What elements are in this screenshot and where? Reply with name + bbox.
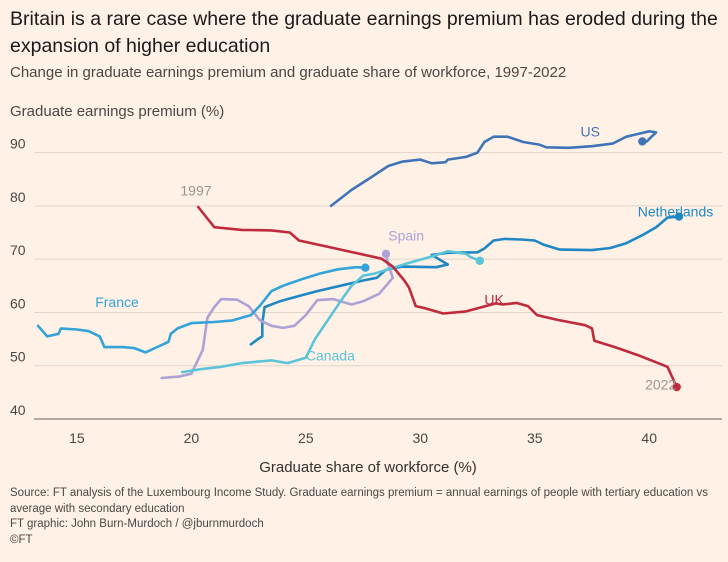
x-tick-label-30: 30 — [413, 430, 429, 446]
annotation-2022: 2022 — [645, 377, 676, 393]
series-end-marker-uk — [672, 382, 681, 392]
series-end-marker-netherlands — [674, 212, 684, 221]
series-label-spain: Spain — [388, 228, 424, 244]
y-tick-label-80: 80 — [10, 189, 26, 205]
y-tick-label-90: 90 — [10, 136, 26, 152]
x-axis-label: Graduate share of workforce (%) — [259, 459, 477, 476]
x-tick-label-20: 20 — [184, 430, 200, 446]
series-end-marker-canada — [475, 256, 485, 265]
series-line-uk — [196, 205, 678, 389]
chart-title: Britain is a rare case where the graduat… — [10, 8, 718, 57]
x-tick-label-25: 25 — [298, 430, 314, 446]
grid-layer — [34, 152, 722, 420]
series-label-canada: Canada — [306, 347, 355, 363]
series-line-france — [36, 265, 367, 354]
series-end-marker-us — [638, 137, 647, 146]
annotation-layer: 1997 2022 — [180, 182, 676, 392]
series-end-marker-france — [361, 263, 370, 272]
x-tick-label-40: 40 — [641, 430, 657, 446]
series-label-us: US — [581, 124, 600, 140]
line-chart: 40 50 60 70 80 90 15 20 25 30 35 40 Graduate earni… — [10, 103, 722, 476]
y-tick-label-40: 40 — [10, 402, 26, 418]
y-axis-label: Graduate earnings premium (%) — [10, 103, 224, 120]
x-tick-label-15: 15 — [69, 430, 85, 446]
series-line-spain — [160, 252, 395, 380]
y-tick-label-70: 70 — [10, 242, 26, 258]
series-line-canada — [180, 249, 482, 374]
y-tick-label-60: 60 — [10, 295, 26, 311]
footer: Source: FT analysis of the Luxembourg In… — [10, 486, 722, 548]
series-label-france: France — [95, 294, 139, 310]
series-label-uk: UK — [484, 291, 504, 307]
x-tick-labels: 15 20 25 30 35 40 — [69, 430, 657, 446]
series-layer: US Netherlands Spain France Canada UK — [36, 124, 714, 392]
copyright: ©FT — [10, 533, 33, 546]
series-end-marker-spain — [381, 249, 391, 259]
series-label-netherlands: Netherlands — [638, 204, 714, 220]
series-line-us — [329, 130, 658, 208]
y-tick-label-50: 50 — [10, 349, 26, 365]
source-note: Source: FT analysis of the Luxembourg In… — [10, 487, 708, 515]
chart-subtitle: Change in graduate earnings premium and … — [10, 64, 567, 81]
y-tick-labels: 40 50 60 70 80 90 — [10, 136, 26, 418]
graphic-credit: FT graphic: John Burn-Murdoch / @jburnmu… — [10, 518, 264, 530]
annotation-1997: 1997 — [180, 182, 211, 198]
x-tick-label-35: 35 — [527, 430, 543, 446]
series-line-netherlands — [249, 215, 681, 346]
